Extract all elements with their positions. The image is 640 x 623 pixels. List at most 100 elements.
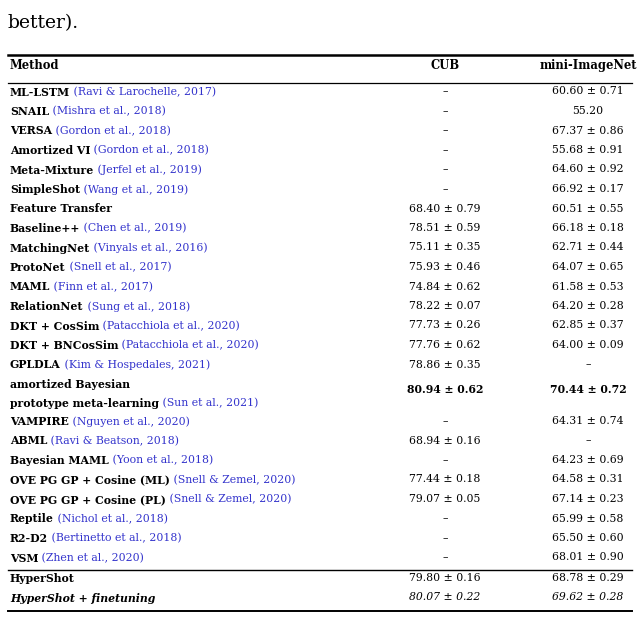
- Text: HyperShot + finetuning: HyperShot + finetuning: [10, 592, 156, 604]
- Text: 64.23 ± 0.69: 64.23 ± 0.69: [552, 455, 624, 465]
- Text: 68.94 ± 0.16: 68.94 ± 0.16: [409, 435, 481, 445]
- Text: (Bertinetto et al., 2018): (Bertinetto et al., 2018): [48, 533, 182, 543]
- Text: 66.18 ± 0.18: 66.18 ± 0.18: [552, 223, 624, 233]
- Text: (Vinyals et al., 2016): (Vinyals et al., 2016): [90, 242, 208, 253]
- Text: 64.60 ± 0.92: 64.60 ± 0.92: [552, 164, 624, 174]
- Text: (Sun et al., 2021): (Sun et al., 2021): [159, 397, 259, 408]
- Text: –: –: [442, 145, 448, 155]
- Text: (Chen et al., 2019): (Chen et al., 2019): [81, 223, 187, 234]
- Text: –: –: [442, 553, 448, 563]
- Text: (Yoon et al., 2018): (Yoon et al., 2018): [109, 455, 213, 465]
- Text: ML-LSTM: ML-LSTM: [10, 87, 70, 98]
- Text: (Ravi & Larochelle, 2017): (Ravi & Larochelle, 2017): [70, 87, 216, 97]
- Text: (Gordon et al., 2018): (Gordon et al., 2018): [90, 145, 209, 155]
- Text: (Snell & Zemel, 2020): (Snell & Zemel, 2020): [170, 475, 296, 485]
- Text: 78.22 ± 0.07: 78.22 ± 0.07: [409, 301, 481, 311]
- Text: (Wang et al., 2019): (Wang et al., 2019): [80, 184, 188, 194]
- Text: Reptile: Reptile: [10, 513, 54, 525]
- Text: Amortized VI: Amortized VI: [10, 145, 90, 156]
- Text: DKT + BNCosSim: DKT + BNCosSim: [10, 340, 118, 351]
- Text: mini-ImageNet: mini-ImageNet: [540, 59, 637, 72]
- Text: 66.92 ± 0.17: 66.92 ± 0.17: [552, 184, 624, 194]
- Text: Baseline++: Baseline++: [10, 223, 81, 234]
- Text: 67.37 ± 0.86: 67.37 ± 0.86: [552, 125, 624, 135]
- Text: GPLDLA: GPLDLA: [10, 359, 61, 371]
- Text: (Patacchiola et al., 2020): (Patacchiola et al., 2020): [99, 320, 240, 331]
- Text: (Patacchiola et al., 2020): (Patacchiola et al., 2020): [118, 340, 259, 350]
- Text: 75.93 ± 0.46: 75.93 ± 0.46: [410, 262, 481, 272]
- Text: VERSA: VERSA: [10, 125, 52, 136]
- Text: (Jerfel et al., 2019): (Jerfel et al., 2019): [94, 164, 202, 175]
- Text: Meta-Mixture: Meta-Mixture: [10, 164, 94, 176]
- Text: 70.44 ± 0.72: 70.44 ± 0.72: [550, 384, 627, 395]
- Text: –: –: [585, 435, 591, 445]
- Text: (Nichol et al., 2018): (Nichol et al., 2018): [54, 513, 168, 524]
- Text: 79.80 ± 0.16: 79.80 ± 0.16: [409, 573, 481, 583]
- Text: 64.00 ± 0.09: 64.00 ± 0.09: [552, 340, 624, 350]
- Text: SimpleShot: SimpleShot: [10, 184, 80, 195]
- Text: 61.58 ± 0.53: 61.58 ± 0.53: [552, 282, 624, 292]
- Text: 75.11 ± 0.35: 75.11 ± 0.35: [409, 242, 481, 252]
- Text: (Snell & Zemel, 2020): (Snell & Zemel, 2020): [166, 494, 291, 505]
- Text: 79.07 ± 0.05: 79.07 ± 0.05: [410, 494, 481, 504]
- Text: –: –: [442, 416, 448, 426]
- Text: –: –: [442, 164, 448, 174]
- Text: better).: better).: [8, 14, 79, 32]
- Text: (Kim & Hospedales, 2021): (Kim & Hospedales, 2021): [61, 359, 210, 370]
- Text: 77.44 ± 0.18: 77.44 ± 0.18: [410, 475, 481, 485]
- Text: R2-D2: R2-D2: [10, 533, 48, 544]
- Text: RelationNet: RelationNet: [10, 301, 83, 312]
- Text: –: –: [442, 513, 448, 523]
- Text: Feature Transfer: Feature Transfer: [10, 204, 112, 214]
- Text: 80.07 ± 0.22: 80.07 ± 0.22: [410, 592, 481, 602]
- Text: 64.31 ± 0.74: 64.31 ± 0.74: [552, 416, 624, 426]
- Text: CUB: CUB: [431, 59, 460, 72]
- Text: (Finn et al., 2017): (Finn et al., 2017): [51, 282, 154, 292]
- Text: 55.68 ± 0.91: 55.68 ± 0.91: [552, 145, 624, 155]
- Text: 65.99 ± 0.58: 65.99 ± 0.58: [552, 513, 624, 523]
- Text: SNAIL: SNAIL: [10, 106, 49, 117]
- Text: –: –: [442, 533, 448, 543]
- Text: MAML: MAML: [10, 282, 51, 293]
- Text: 67.14 ± 0.23: 67.14 ± 0.23: [552, 494, 624, 504]
- Text: 68.78 ± 0.29: 68.78 ± 0.29: [552, 573, 624, 583]
- Text: 78.86 ± 0.35: 78.86 ± 0.35: [409, 359, 481, 369]
- Text: Method: Method: [10, 59, 60, 72]
- Text: VSM: VSM: [10, 553, 38, 563]
- Text: VAMPIRE: VAMPIRE: [10, 416, 68, 427]
- Text: amortized Bayesian: amortized Bayesian: [10, 379, 130, 390]
- Text: 69.62 ± 0.28: 69.62 ± 0.28: [552, 592, 623, 602]
- Text: ProtoNet: ProtoNet: [10, 262, 66, 273]
- Text: (Nguyen et al., 2020): (Nguyen et al., 2020): [68, 416, 189, 427]
- Text: –: –: [442, 455, 448, 465]
- Text: –: –: [442, 87, 448, 97]
- Text: –: –: [442, 106, 448, 116]
- Text: –: –: [585, 359, 591, 369]
- Text: 68.40 ± 0.79: 68.40 ± 0.79: [409, 204, 481, 214]
- Text: OVE PG GP + Cosine (PL): OVE PG GP + Cosine (PL): [10, 494, 166, 505]
- Text: MatchingNet: MatchingNet: [10, 242, 90, 254]
- Text: 64.58 ± 0.31: 64.58 ± 0.31: [552, 475, 624, 485]
- Text: (Mishra et al., 2018): (Mishra et al., 2018): [49, 106, 166, 117]
- Text: HyperShot: HyperShot: [10, 573, 75, 584]
- Text: 78.51 ± 0.59: 78.51 ± 0.59: [410, 223, 481, 233]
- Text: Bayesian MAML: Bayesian MAML: [10, 455, 109, 466]
- Text: 74.84 ± 0.62: 74.84 ± 0.62: [409, 282, 481, 292]
- Text: OVE PG GP + Cosine (ML): OVE PG GP + Cosine (ML): [10, 475, 170, 485]
- Text: 80.94 ± 0.62: 80.94 ± 0.62: [407, 384, 483, 395]
- Text: prototype meta-learning: prototype meta-learning: [10, 397, 159, 409]
- Text: 68.01 ± 0.90: 68.01 ± 0.90: [552, 553, 624, 563]
- Text: 65.50 ± 0.60: 65.50 ± 0.60: [552, 533, 624, 543]
- Text: DKT + CosSim: DKT + CosSim: [10, 320, 99, 331]
- Text: (Ravi & Beatson, 2018): (Ravi & Beatson, 2018): [47, 435, 179, 446]
- Text: 60.51 ± 0.55: 60.51 ± 0.55: [552, 204, 624, 214]
- Text: (Gordon et al., 2018): (Gordon et al., 2018): [52, 125, 171, 136]
- Text: 77.76 ± 0.62: 77.76 ± 0.62: [409, 340, 481, 350]
- Text: 55.20: 55.20: [572, 106, 604, 116]
- Text: 62.85 ± 0.37: 62.85 ± 0.37: [552, 320, 624, 330]
- Text: 64.07 ± 0.65: 64.07 ± 0.65: [552, 262, 624, 272]
- Text: (Snell et al., 2017): (Snell et al., 2017): [66, 262, 172, 272]
- Text: (Sung et al., 2018): (Sung et al., 2018): [83, 301, 189, 312]
- Text: 77.73 ± 0.26: 77.73 ± 0.26: [409, 320, 481, 330]
- Text: 60.60 ± 0.71: 60.60 ± 0.71: [552, 87, 624, 97]
